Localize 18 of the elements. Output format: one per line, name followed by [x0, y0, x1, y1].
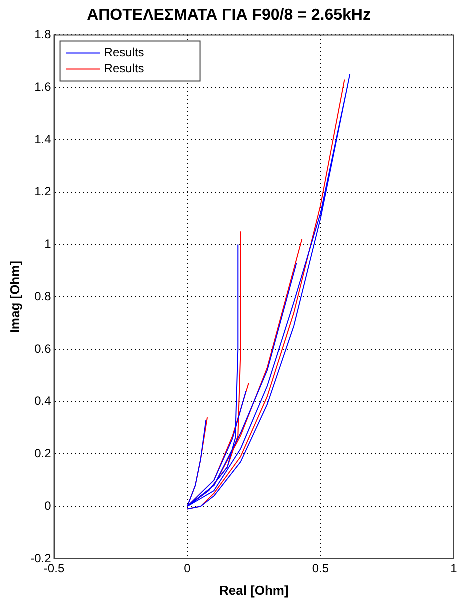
y-tick-label: 1.4 — [34, 132, 52, 146]
y-tick-label: 0 — [44, 498, 52, 513]
y-tick-label: 1 — [44, 237, 52, 252]
y-tick-label: 1.2 — [34, 184, 52, 199]
x-tick-label: 0.5 — [312, 562, 330, 576]
y-tick-label: 0.8 — [34, 289, 52, 304]
x-tick-label: 0 — [184, 562, 192, 576]
y-tick-label: 0.4 — [34, 394, 52, 408]
y-tick-label: 1.8 — [34, 28, 52, 42]
x-tick-label: 1 — [450, 562, 458, 576]
y-tick-label: 0.6 — [34, 342, 52, 356]
y-tick-label: 0.2 — [34, 446, 52, 461]
legend-label: Results — [104, 62, 144, 76]
x-axis-title: Real [Ohm] — [219, 582, 289, 598]
legend-label: Results — [104, 46, 144, 60]
y-axis-title: Imag [Ohm] — [7, 260, 22, 334]
chart-title: ΑΠΟΤΕΛΕΣΜΑΤΑ ΓΙΑ F90/8 = 2.65kHz — [87, 7, 371, 24]
y-tick-label: 1.6 — [34, 80, 52, 94]
